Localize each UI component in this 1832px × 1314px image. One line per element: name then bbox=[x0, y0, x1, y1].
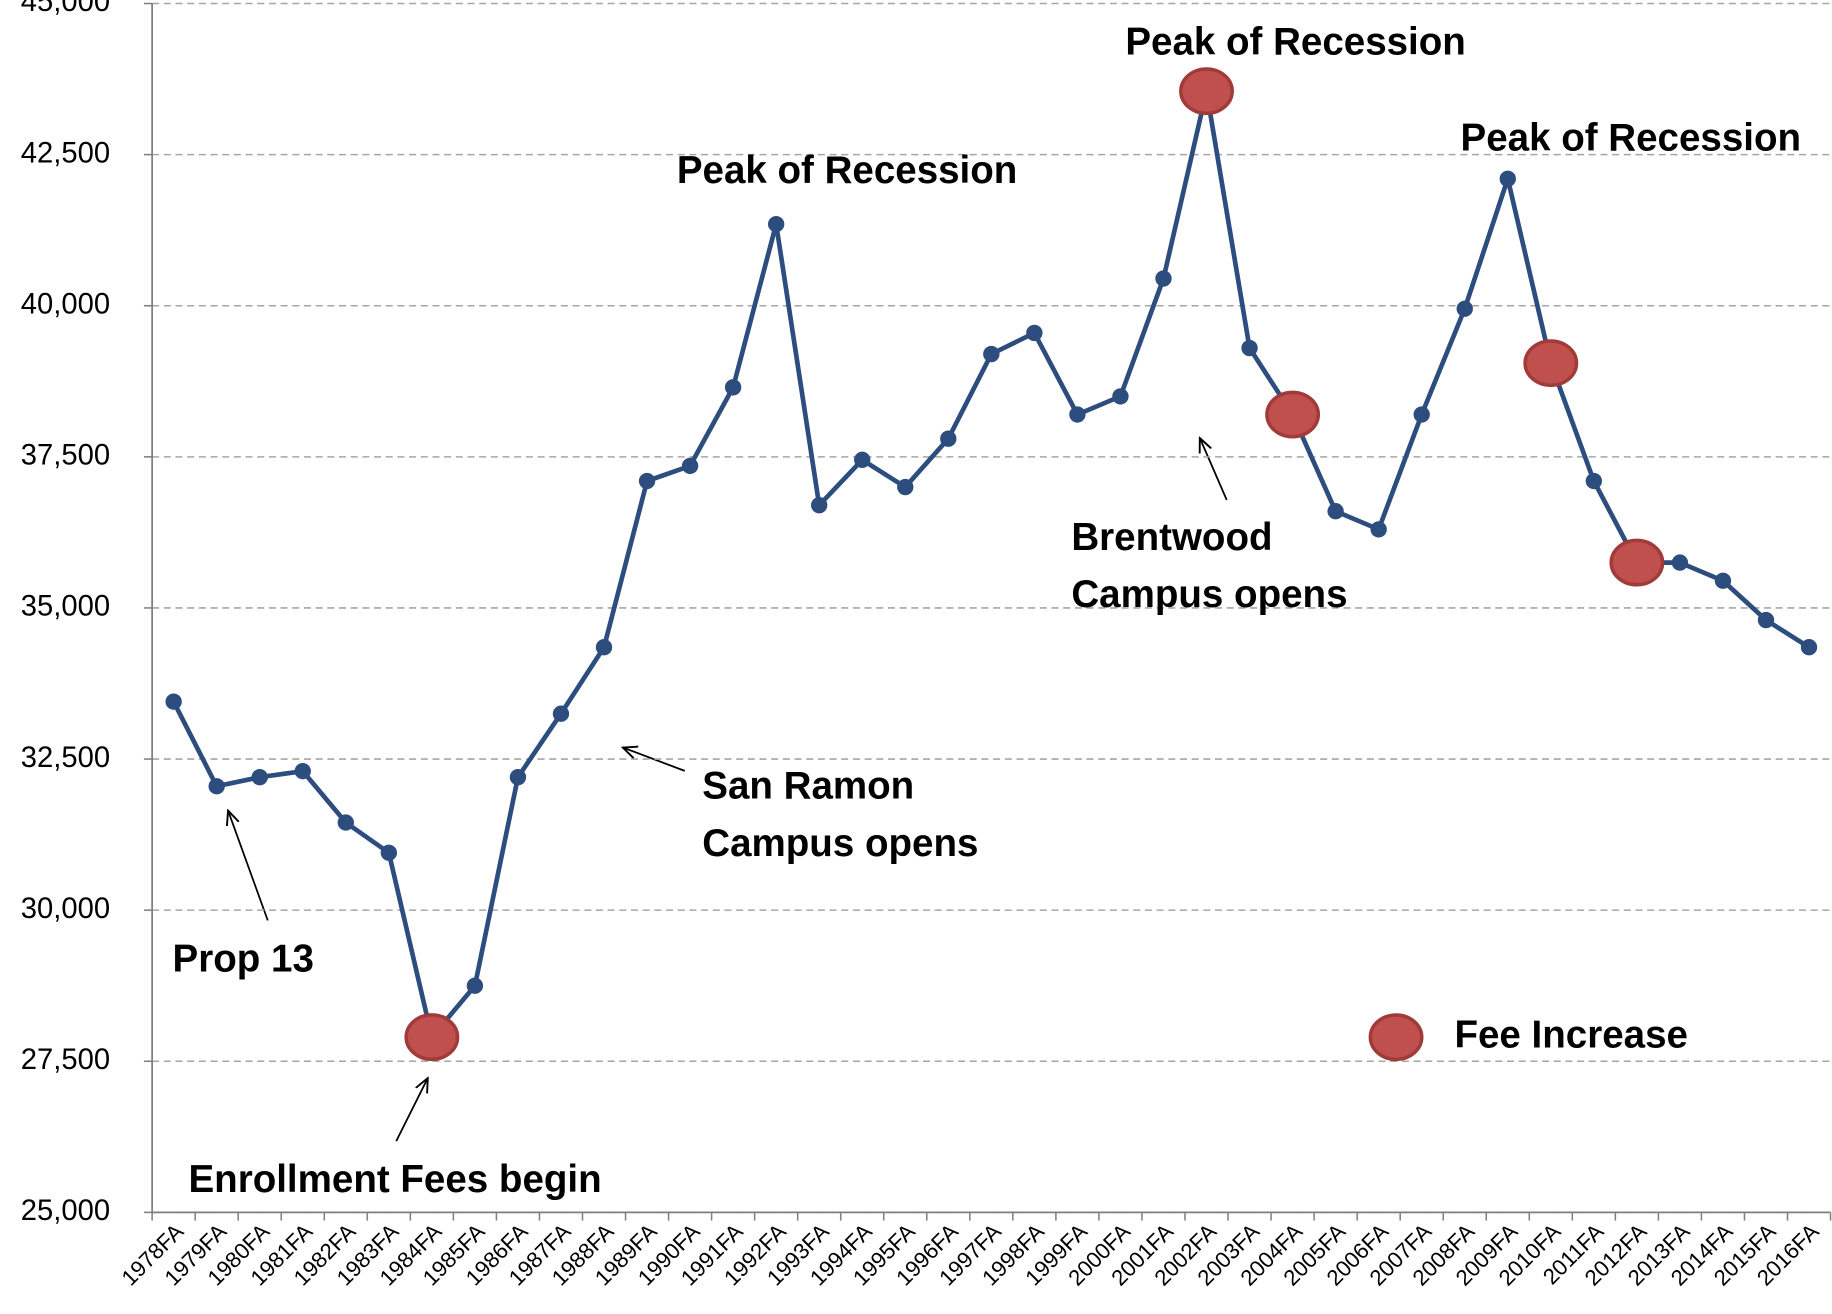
y-tick-label: 40,000 bbox=[21, 288, 110, 320]
y-tick-label: 35,000 bbox=[21, 591, 110, 623]
series-line bbox=[171, 88, 1811, 1040]
annotation: Peak of Recession bbox=[677, 149, 1018, 192]
annotation: Prop 13 bbox=[173, 937, 314, 980]
data-point bbox=[337, 814, 354, 831]
pointer bbox=[1200, 438, 1228, 501]
data-point bbox=[1671, 554, 1689, 571]
annotation: Peak of Recession bbox=[1125, 21, 1466, 64]
data-point bbox=[1585, 472, 1603, 490]
pointer bbox=[623, 748, 686, 772]
data-point bbox=[1241, 339, 1258, 357]
data-point bbox=[1800, 639, 1818, 656]
legend-label: Fee Increase bbox=[1454, 1013, 1687, 1056]
data-point bbox=[1499, 170, 1516, 187]
fee-marker bbox=[404, 1013, 460, 1062]
y-tick-label: 32,500 bbox=[21, 742, 110, 774]
data-point bbox=[1069, 406, 1086, 423]
data-point bbox=[294, 762, 311, 780]
data-point bbox=[854, 451, 871, 469]
data-point bbox=[638, 472, 656, 490]
y-tick-label: 25,000 bbox=[21, 1195, 110, 1227]
data-point bbox=[1155, 270, 1172, 287]
data-point bbox=[811, 497, 828, 514]
data-point bbox=[552, 705, 570, 722]
fee-marker bbox=[1609, 538, 1665, 587]
fee-marker bbox=[1523, 339, 1579, 388]
y-tick-label: 37,500 bbox=[21, 440, 110, 472]
data-point bbox=[1413, 406, 1430, 423]
data-point bbox=[1370, 521, 1387, 538]
annotation: Enrollment Fees begin bbox=[188, 1158, 601, 1201]
y-tick-label: 30,000 bbox=[21, 893, 110, 925]
data-point bbox=[1714, 572, 1732, 589]
data-point bbox=[897, 478, 914, 496]
y-tick-label: 45,000 bbox=[21, 0, 110, 18]
data-point bbox=[1112, 388, 1129, 405]
fee-marker bbox=[1265, 390, 1321, 439]
y-tick-label: 42,500 bbox=[21, 137, 110, 169]
data-point bbox=[165, 693, 182, 710]
legend-marker bbox=[1368, 1013, 1424, 1062]
data-point bbox=[595, 639, 613, 656]
data-point bbox=[1026, 324, 1043, 342]
annotation: San Ramon bbox=[702, 765, 914, 808]
pointer bbox=[395, 1078, 428, 1142]
annotation: Campus opens bbox=[702, 822, 978, 865]
pointers bbox=[228, 438, 1228, 1142]
data-point bbox=[681, 457, 699, 475]
annotation: Campus opens bbox=[1071, 573, 1347, 616]
data-point bbox=[1327, 503, 1344, 520]
annotation: Peak of Recession bbox=[1461, 116, 1802, 159]
data-point bbox=[1456, 300, 1473, 317]
data-point bbox=[251, 769, 268, 786]
data-point bbox=[940, 430, 957, 447]
data-point bbox=[380, 844, 398, 861]
data-point bbox=[724, 379, 742, 396]
fee-marker bbox=[1179, 67, 1234, 116]
y-tick-label: 27,500 bbox=[21, 1044, 110, 1076]
data-point bbox=[767, 215, 785, 233]
data-point bbox=[1757, 611, 1775, 629]
data-point bbox=[208, 778, 225, 795]
annotation: Brentwood bbox=[1071, 516, 1272, 559]
data-point bbox=[983, 345, 1000, 363]
data-point bbox=[466, 977, 484, 994]
data-point bbox=[509, 769, 527, 786]
pointer bbox=[228, 811, 269, 921]
